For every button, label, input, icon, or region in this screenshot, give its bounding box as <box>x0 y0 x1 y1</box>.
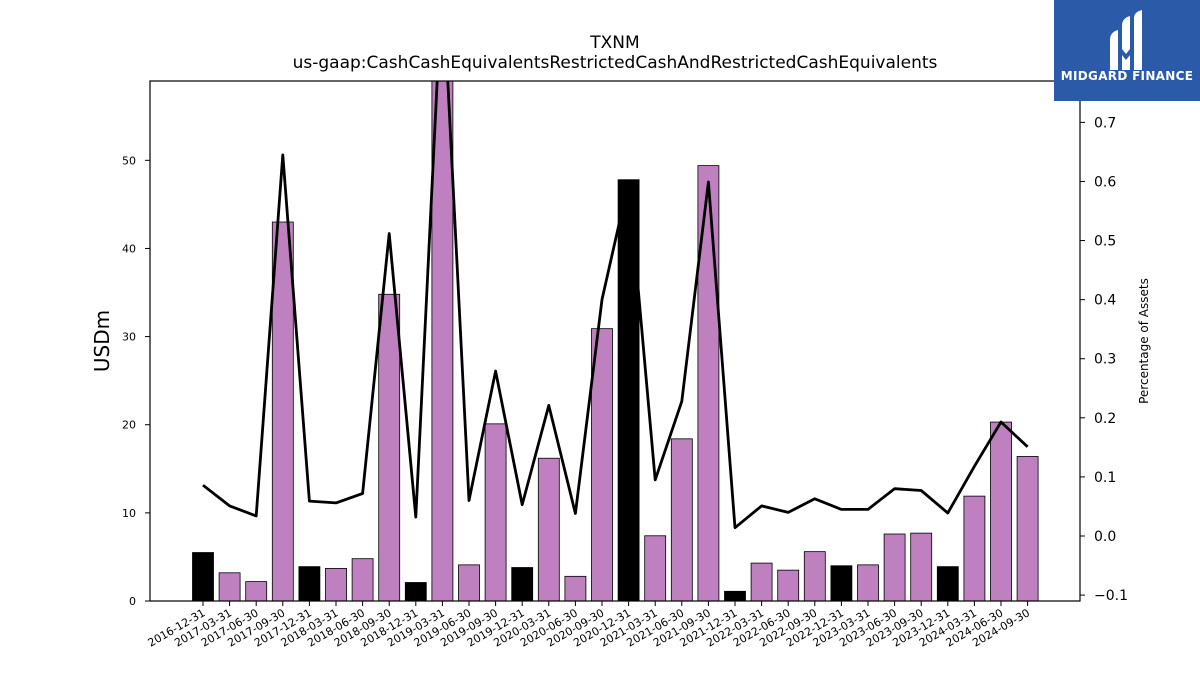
brand-logo: MIDGARD FINANCE <box>1054 0 1200 101</box>
bar-2016-12-31 <box>192 552 214 602</box>
bar-2018-09-30 <box>378 293 401 602</box>
y2-tick-label: 0.5 <box>1094 234 1116 250</box>
bar-2018-03-31 <box>325 567 347 602</box>
bar-2023-06-30 <box>883 533 906 602</box>
bar-2019-12-31 <box>511 567 534 602</box>
bar-2023-12-31 <box>936 566 959 602</box>
bar-2021-09-30 <box>697 165 720 602</box>
y2-tick-label: 0.0 <box>1094 529 1116 545</box>
y-tick-label: 0 <box>129 595 136 608</box>
bar-2020-03-31 <box>537 457 560 602</box>
logo-text: MIDGARD FINANCE <box>1060 69 1194 83</box>
bar-2021-12-31 <box>724 590 746 602</box>
chart-title: TXNM <box>590 33 640 53</box>
y2-tick-label: 0.7 <box>1094 115 1116 131</box>
y-tick-label: 10 <box>122 507 136 520</box>
bar-2017-03-31 <box>218 572 241 602</box>
y-tick-label: 20 <box>122 419 136 432</box>
bar-2023-09-30 <box>910 532 933 602</box>
bar-2017-12-31 <box>298 566 321 602</box>
bar-2018-12-31 <box>404 582 427 602</box>
bar-2024-09-30 <box>1016 456 1039 602</box>
bar-2019-06-30 <box>458 564 480 602</box>
y2-tick-label: 0.1 <box>1094 470 1116 486</box>
y2-tick-label: 0.3 <box>1094 352 1116 368</box>
y2-tick-label: 0.6 <box>1094 174 1116 190</box>
bar-2017-06-30 <box>245 581 268 602</box>
midgard-logo-mark-icon <box>1110 10 1142 70</box>
bar-2018-06-30 <box>351 558 374 602</box>
bar-2022-12-31 <box>830 565 853 602</box>
y2-tick-label: 0.4 <box>1094 293 1116 309</box>
bar-2024-06-30 <box>990 421 1012 602</box>
y-tick-label: 40 <box>122 242 136 255</box>
y-tick-label: 30 <box>122 331 136 344</box>
bar-2019-03-31 <box>431 80 454 602</box>
y2-axis-label: Percentage of Assets <box>1137 278 1151 404</box>
y-tick-label: 50 <box>122 154 136 167</box>
y-axis-label: USDm <box>90 310 114 372</box>
bar-2022-03-31 <box>750 562 773 602</box>
bar-series <box>192 80 1039 602</box>
y2-tick-label: −0.1 <box>1094 588 1128 604</box>
bar-2024-03-31 <box>963 495 986 602</box>
axes <box>145 80 1085 606</box>
chart-subtitle: us-gaap:CashCashEquivalentsRestrictedCas… <box>292 53 938 73</box>
percentage-of-assets-line <box>202 81 1029 530</box>
bar-2020-12-31 <box>617 179 640 602</box>
plot-frame <box>149 80 1081 602</box>
bar-2022-09-30 <box>803 551 826 602</box>
y2-tick-label: 0.2 <box>1094 411 1116 427</box>
bar-2020-06-30 <box>564 575 587 602</box>
bar-2021-03-31 <box>644 535 667 602</box>
bar-2019-09-30 <box>484 423 507 602</box>
bar-2021-06-30 <box>670 438 693 602</box>
bar-2023-03-31 <box>857 564 879 602</box>
bar-2022-06-30 <box>777 569 800 602</box>
line-series <box>202 81 1029 530</box>
bar-2017-09-30 <box>271 221 294 602</box>
